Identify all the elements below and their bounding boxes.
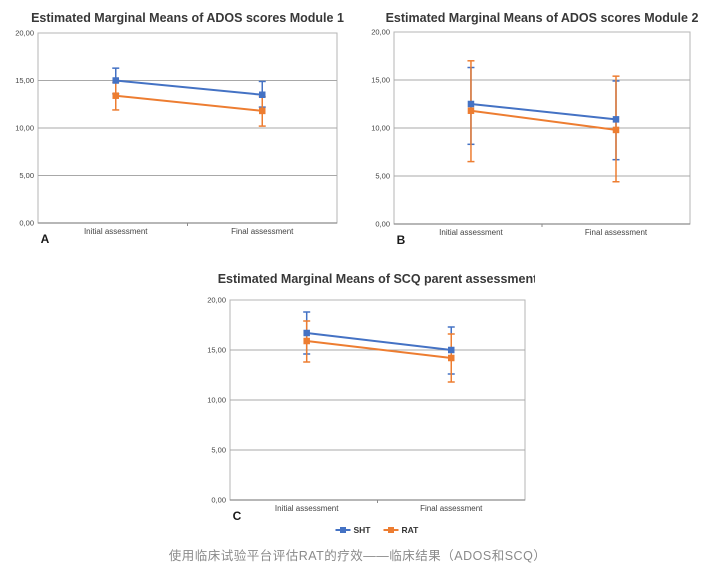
data-point-marker bbox=[467, 107, 475, 114]
series-line bbox=[470, 109, 617, 131]
chart-title: Estimated Marginal Means of ADOS scores … bbox=[31, 11, 344, 25]
panel-letter: C bbox=[233, 509, 242, 523]
y-tick-label: 0,00 bbox=[19, 219, 34, 228]
chart-panel-c: Estimated Marginal Means of SCQ parent a… bbox=[183, 266, 535, 546]
data-point-marker bbox=[303, 329, 310, 337]
y-tick-label: 5,00 bbox=[19, 171, 34, 180]
series-line bbox=[115, 79, 263, 96]
x-category-label: Initial assessment bbox=[439, 228, 503, 237]
y-tick-label: 10,00 bbox=[207, 396, 226, 405]
data-point-marker bbox=[259, 107, 266, 115]
legend-label: SHT bbox=[354, 525, 372, 535]
legend-marker-square bbox=[340, 527, 346, 533]
y-tick-label: 20,00 bbox=[371, 28, 390, 37]
data-point-marker bbox=[448, 346, 455, 354]
chart-svg: Estimated Marginal Means of ADOS scores … bbox=[15, 11, 344, 246]
series-line bbox=[306, 340, 452, 359]
y-tick-label: 0,00 bbox=[375, 220, 390, 229]
y-tick-label: 15,00 bbox=[371, 76, 390, 85]
data-point-marker bbox=[112, 77, 119, 84]
chart-panel-a: Estimated Marginal Means of ADOS scores … bbox=[8, 6, 356, 256]
data-point-marker bbox=[612, 126, 620, 134]
y-tick-label: 10,00 bbox=[15, 124, 34, 133]
series-line bbox=[115, 94, 263, 112]
y-tick-label: 15,00 bbox=[15, 76, 34, 85]
figure-caption: 使用临床试验平台评估RAT的疗效——临床结果（ADOS和SCQ） bbox=[168, 549, 547, 563]
data-point-marker bbox=[467, 100, 475, 108]
y-tick-label: 10,00 bbox=[371, 124, 390, 133]
data-point-marker bbox=[612, 116, 620, 123]
x-category-label: Initial assessment bbox=[275, 504, 339, 513]
x-category-label: Initial assessment bbox=[84, 227, 148, 236]
chart-panel-b: Estimated Marginal Means of ADOS scores … bbox=[356, 6, 708, 256]
data-point-marker bbox=[448, 354, 455, 362]
chart-svg: Estimated Marginal Means of ADOS scores … bbox=[371, 11, 699, 247]
data-point-marker bbox=[259, 91, 266, 98]
data-point-marker bbox=[112, 92, 119, 99]
y-tick-label: 20,00 bbox=[15, 29, 34, 38]
y-tick-label: 15,00 bbox=[207, 346, 226, 355]
y-tick-label: 5,00 bbox=[375, 172, 390, 181]
legend-marker-square bbox=[388, 527, 394, 533]
x-category-label: Final assessment bbox=[585, 228, 648, 237]
chart-title: Estimated Marginal Means of SCQ parent a… bbox=[218, 272, 535, 286]
legend-label: RAT bbox=[402, 525, 420, 535]
x-category-label: Final assessment bbox=[420, 504, 483, 513]
y-tick-label: 5,00 bbox=[211, 446, 226, 455]
panel-letter: A bbox=[41, 232, 50, 246]
chart-title: Estimated Marginal Means of ADOS scores … bbox=[386, 11, 699, 25]
chart-svg: Estimated Marginal Means of SCQ parent a… bbox=[207, 272, 535, 535]
y-tick-label: 20,00 bbox=[207, 296, 226, 305]
panel-letter: B bbox=[397, 233, 406, 247]
series-line bbox=[306, 332, 452, 351]
y-tick-label: 0,00 bbox=[211, 496, 226, 505]
series-line bbox=[470, 103, 617, 121]
data-point-marker bbox=[303, 337, 310, 345]
x-category-label: Final assessment bbox=[231, 227, 294, 236]
